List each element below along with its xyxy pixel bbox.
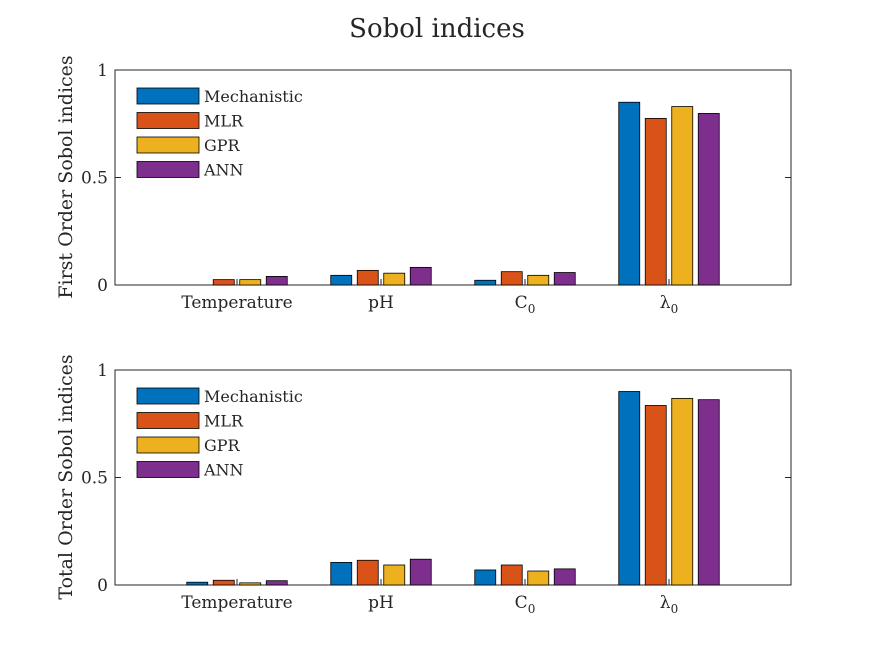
legend-label-mechanistic: Mechanistic bbox=[204, 387, 303, 406]
legend-swatch-mlr bbox=[136, 112, 200, 129]
y-axis-label: Total Order Sobol indices bbox=[55, 354, 77, 599]
bar-gpr-c0 bbox=[527, 570, 550, 586]
bar-mlr-temperature bbox=[212, 279, 235, 286]
legend-swatch-mlr bbox=[136, 412, 200, 429]
bar-mechanistic-0 bbox=[618, 101, 641, 286]
bar-gpr-temperature bbox=[239, 279, 262, 286]
bar-mlr-ph bbox=[356, 269, 379, 286]
legend-swatch-mechanistic bbox=[136, 387, 200, 405]
bar-mlr-c0 bbox=[500, 564, 523, 586]
bar-mechanistic-ph bbox=[330, 274, 353, 286]
legend-swatch-ann bbox=[136, 161, 200, 178]
y-tick-label: 1 bbox=[97, 61, 108, 81]
legend-swatch-gpr bbox=[136, 436, 200, 454]
bar-ann-ph bbox=[409, 266, 432, 286]
legend-swatch-ann bbox=[136, 461, 200, 478]
panel-total-order: 00.51 Temperature pH C0 λ0 Total Order Sobo… bbox=[55, 354, 792, 616]
bar-ann-c0 bbox=[553, 272, 576, 286]
legend: Mechanistic MLR GPR ANN bbox=[136, 387, 303, 480]
bar-mlr-c0 bbox=[500, 271, 523, 286]
bar-mechanistic-0 bbox=[618, 391, 641, 586]
bar-mechanistic-c0 bbox=[474, 569, 497, 586]
x-tick-label-c0: C0 bbox=[515, 293, 536, 316]
bar-ann-0 bbox=[697, 113, 720, 286]
bar-ann-ph bbox=[409, 558, 432, 586]
y-tick-label: 0.5 bbox=[81, 169, 108, 189]
bar-ann-temperature bbox=[265, 275, 288, 286]
bar-ann-0 bbox=[697, 399, 720, 586]
bar-mechanistic-temperature bbox=[186, 581, 209, 586]
bar-gpr-ph bbox=[383, 564, 406, 586]
bar-gpr-0 bbox=[671, 397, 694, 586]
bar-ann-temperature bbox=[265, 580, 288, 586]
legend-label-mlr: MLR bbox=[204, 412, 244, 431]
legend-label-gpr: GPR bbox=[204, 436, 241, 455]
x-tick-label-temperature: Temperature bbox=[181, 593, 292, 613]
bar-mlr-ph bbox=[356, 559, 379, 586]
figure-title: Sobol indices bbox=[349, 14, 525, 44]
bar-gpr-0 bbox=[671, 106, 694, 286]
bar-mechanistic-c0 bbox=[474, 279, 497, 286]
legend-swatch-gpr bbox=[136, 136, 200, 154]
y-tick-label: 1 bbox=[97, 361, 108, 381]
panel-first-order: 00.51 Temperature pH C0 λ0 First Order Sobo… bbox=[55, 55, 792, 316]
legend: Mechanistic MLR GPR ANN bbox=[136, 87, 303, 180]
bar-ann-c0 bbox=[553, 568, 576, 586]
bar-mlr-temperature bbox=[212, 579, 235, 586]
x-tick-label-ph: pH bbox=[368, 293, 394, 313]
y-tick-labels: 00.51 bbox=[81, 61, 791, 296]
y-tick-labels: 00.51 bbox=[81, 361, 791, 596]
legend-label-ann: ANN bbox=[203, 461, 244, 480]
legend-label-gpr: GPR bbox=[204, 136, 241, 155]
x-tick-label-0: λ0 bbox=[660, 593, 678, 616]
legend-label-mechanistic: Mechanistic bbox=[204, 87, 303, 106]
bar-mechanistic-ph bbox=[330, 562, 353, 586]
bar-gpr-c0 bbox=[527, 274, 550, 286]
bars bbox=[186, 391, 720, 586]
x-tick-label-c0: C0 bbox=[515, 593, 536, 616]
x-tick-label-ph: pH bbox=[368, 593, 394, 613]
x-tick-label-temperature: Temperature bbox=[181, 293, 292, 313]
y-axis-label: First Order Sobol indices bbox=[55, 55, 77, 298]
legend-swatch-mechanistic bbox=[136, 87, 200, 105]
bar-gpr-ph bbox=[383, 272, 406, 286]
y-tick-label: 0 bbox=[97, 576, 108, 596]
bar-gpr-temperature bbox=[239, 582, 262, 586]
x-tick-label-0: λ0 bbox=[660, 293, 678, 316]
bars bbox=[212, 101, 720, 286]
y-tick-label: 0 bbox=[97, 276, 108, 296]
bar-mlr-0 bbox=[644, 117, 667, 286]
bar-mlr-0 bbox=[644, 405, 667, 586]
legend-label-mlr: MLR bbox=[204, 112, 244, 131]
y-tick-label: 0.5 bbox=[81, 469, 108, 489]
legend-label-ann: ANN bbox=[203, 161, 244, 180]
